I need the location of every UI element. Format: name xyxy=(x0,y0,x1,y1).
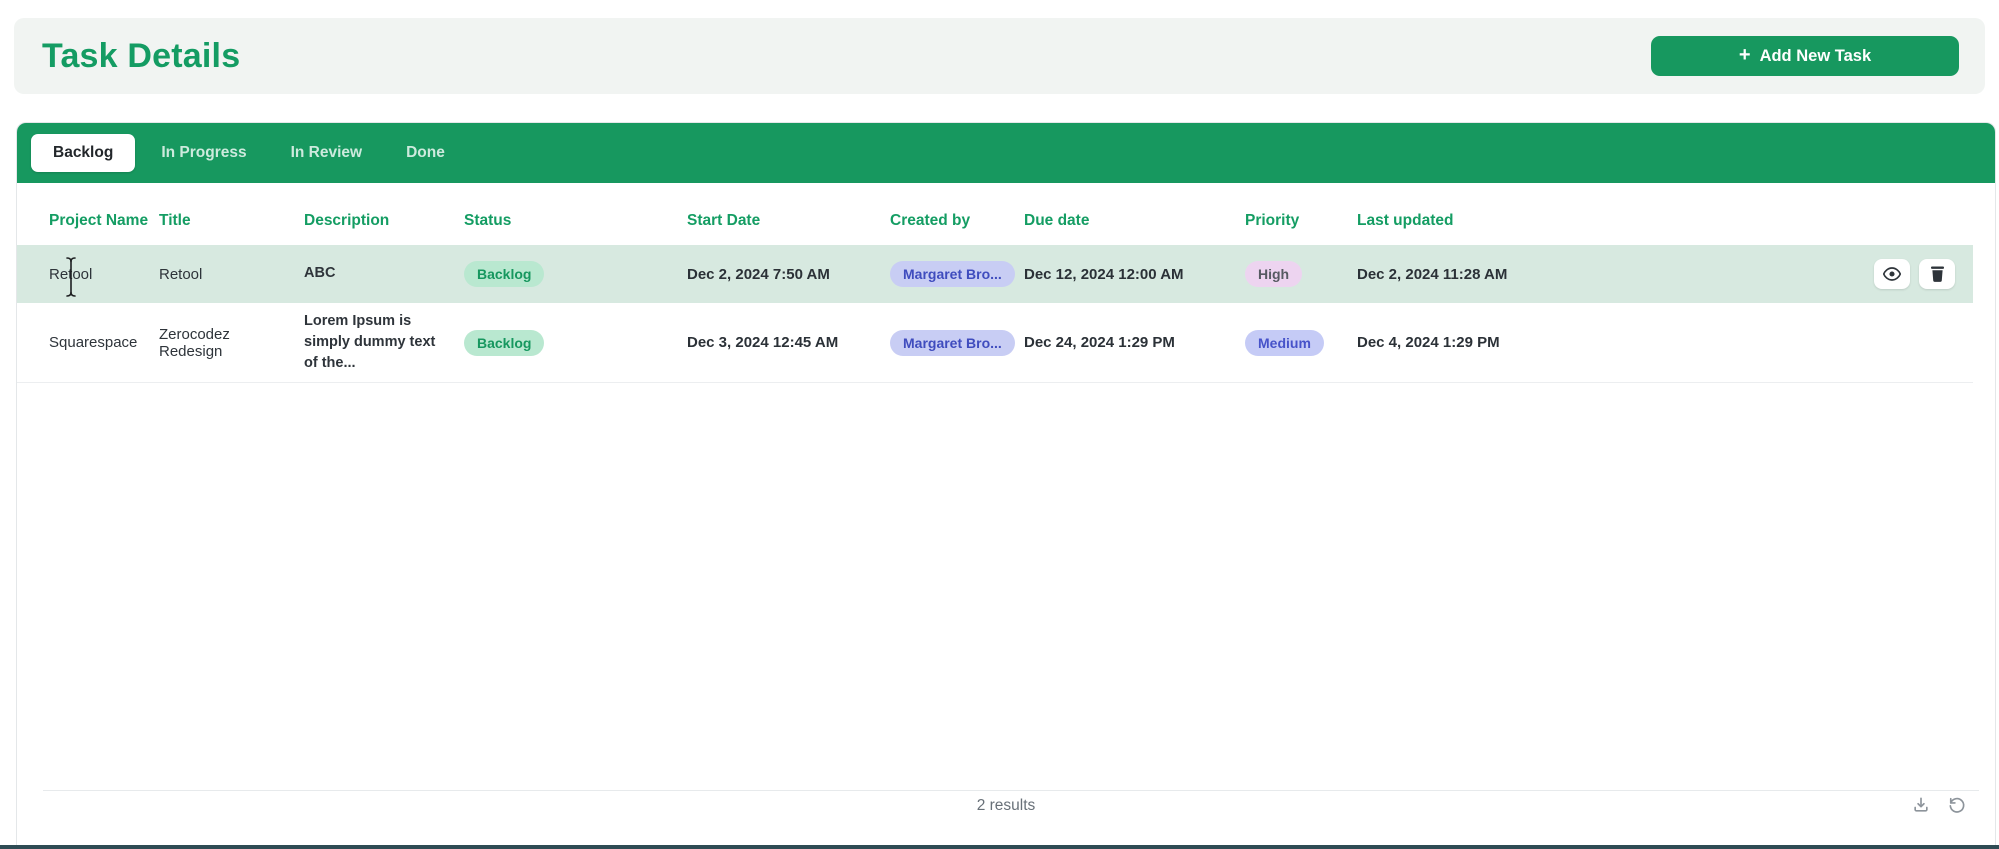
col-title[interactable]: Title xyxy=(159,212,191,229)
col-start-date[interactable]: Start Date xyxy=(687,212,761,229)
cell-due-date[interactable]: Dec 12, 2024 12:00 AM xyxy=(1024,265,1184,283)
table-row[interactable]: Squarespace Zerocodez Redesign Lorem Ips… xyxy=(17,303,1973,383)
status-badge: Backlog xyxy=(464,329,545,356)
status-badge: Backlog xyxy=(464,261,545,287)
cell-priority[interactable]: High xyxy=(1233,245,1345,303)
page-title: Task Details xyxy=(42,36,241,75)
tab-backlog[interactable]: Backlog xyxy=(31,134,136,172)
download-icon[interactable] xyxy=(1911,795,1931,820)
table-header-row: Project Name Title Description Status St… xyxy=(17,183,1973,245)
tab-in-review[interactable]: In Review xyxy=(290,144,363,161)
cell-description[interactable]: Lorem Ipsum is simply dummy text of the.… xyxy=(304,313,436,372)
footer-divider xyxy=(43,790,1979,791)
cell-project-name[interactable]: Squarespace xyxy=(49,334,138,352)
eye-icon xyxy=(1883,267,1901,281)
refresh-icon[interactable] xyxy=(1947,795,1967,820)
cell-priority[interactable]: Medium xyxy=(1233,303,1345,383)
bottom-strip xyxy=(0,845,1999,849)
delete-task-button[interactable] xyxy=(1919,259,1955,289)
col-due-date[interactable]: Due date xyxy=(1024,212,1090,229)
cell-status[interactable]: Backlog xyxy=(452,245,675,303)
cell-project-name[interactable]: Retool xyxy=(49,265,93,283)
task-table-card: Backlog In Progress In Review Done Proje… xyxy=(16,122,1996,849)
tasks-table: Project Name Title Description Status St… xyxy=(17,183,1973,383)
table-footer-actions xyxy=(1911,795,1967,820)
tab-in-progress[interactable]: In Progress xyxy=(161,144,247,161)
priority-badge: High xyxy=(1245,261,1303,287)
cell-last-updated[interactable]: Dec 4, 2024 1:29 PM xyxy=(1357,334,1500,352)
add-new-task-button[interactable]: + Add New Task xyxy=(1651,36,1959,76)
cell-status[interactable]: Backlog xyxy=(452,303,675,383)
table-row[interactable]: Retool Retool ABC Backlog Dec 2, 2024 7:… xyxy=(17,245,1973,303)
cell-created-by[interactable]: Margaret Bro... xyxy=(878,303,1015,383)
add-new-task-label: Add New Task xyxy=(1759,46,1872,65)
creator-badge: Margaret Bro... xyxy=(890,261,1015,287)
view-task-button[interactable] xyxy=(1874,259,1910,289)
page-header: Task Details + Add New Task xyxy=(14,18,1985,94)
trash-icon xyxy=(1930,266,1945,282)
cell-last-updated[interactable]: Dec 2, 2024 11:28 AM xyxy=(1357,265,1508,283)
creator-badge: Margaret Bro... xyxy=(890,329,1015,356)
col-created-by[interactable]: Created by xyxy=(890,212,971,229)
col-actions xyxy=(1632,183,1973,245)
cell-start-date[interactable]: Dec 3, 2024 12:45 AM xyxy=(687,334,839,352)
col-last-updated[interactable]: Last updated xyxy=(1357,212,1454,229)
tab-done[interactable]: Done xyxy=(406,144,445,161)
priority-badge: Medium xyxy=(1245,329,1324,356)
cell-actions xyxy=(1632,245,1973,303)
cell-due-date[interactable]: Dec 24, 2024 1:29 PM xyxy=(1024,334,1175,352)
cell-title[interactable]: Retool xyxy=(159,265,203,283)
col-status[interactable]: Status xyxy=(464,212,512,229)
cell-created-by[interactable]: Margaret Bro... xyxy=(878,245,1015,303)
cell-actions xyxy=(1632,303,1973,383)
cell-description[interactable]: ABC xyxy=(304,265,336,282)
status-tabbar: Backlog In Progress In Review Done xyxy=(17,123,1995,183)
results-count: 2 results xyxy=(976,797,1036,814)
col-description[interactable]: Description xyxy=(304,212,390,229)
cell-title[interactable]: Zerocodez Redesign xyxy=(159,325,230,360)
col-priority[interactable]: Priority xyxy=(1245,212,1300,229)
cell-start-date[interactable]: Dec 2, 2024 7:50 AM xyxy=(687,265,830,283)
col-project-name[interactable]: Project Name xyxy=(49,212,149,229)
plus-icon: + xyxy=(1738,44,1751,66)
